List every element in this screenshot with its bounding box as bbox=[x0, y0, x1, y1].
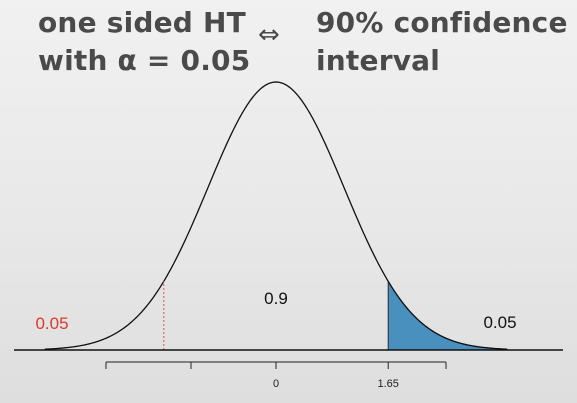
heading-confidence-interval: 90% confidence interval bbox=[316, 4, 568, 80]
left-tail-probability-label: 0.05 bbox=[35, 314, 68, 333]
equivalence-arrow-icon: ⇔ bbox=[258, 20, 280, 50]
right-tail-probability-label: 0.05 bbox=[483, 313, 516, 332]
label-layer: 0.05 0.9 0.05 bbox=[35, 289, 516, 333]
heading-right-line-1: 90% confidence bbox=[316, 6, 568, 39]
center-probability-label: 0.9 bbox=[264, 289, 288, 308]
density-curve bbox=[44, 81, 508, 350]
heading-right-line-2: interval bbox=[316, 44, 441, 77]
heading-one-sided-ht: one sided HT with α = 0.05 bbox=[38, 4, 250, 80]
x-axis-tick-label: 0 bbox=[273, 378, 279, 390]
heading-left-line-2: with α = 0.05 bbox=[38, 44, 251, 77]
x-axis-tick-label: 1.65 bbox=[377, 378, 398, 390]
axis-layer: 0 1.65 bbox=[105, 361, 447, 390]
curve-layer bbox=[44, 81, 508, 350]
heading-left-line-1: one sided HT bbox=[38, 6, 246, 39]
